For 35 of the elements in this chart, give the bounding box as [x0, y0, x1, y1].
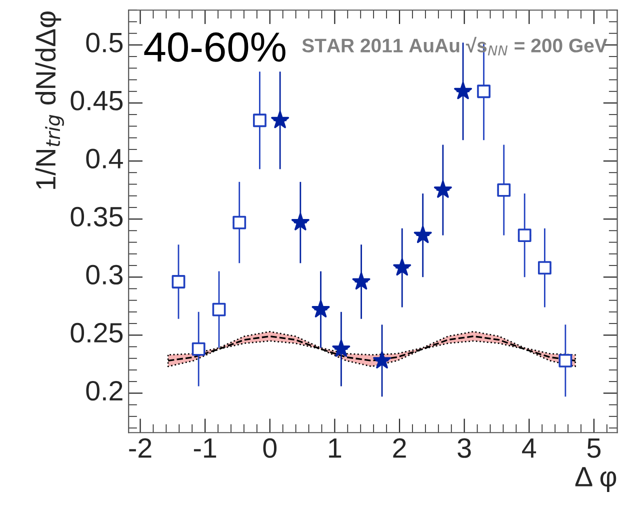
point [291, 213, 310, 230]
annotation: STAR 2011 AuAu √s$_{NN}$ = 200 GeV [302, 36, 608, 56]
point [271, 110, 290, 128]
y-tick-label: 0.45 [70, 90, 123, 110]
point [497, 183, 511, 197]
y-tick-label: 0.25 [70, 322, 123, 343]
y-tick-label: 0.5 [86, 32, 123, 52]
point [352, 272, 370, 290]
x-tick-label: 5 [587, 438, 601, 458]
y-tick-label: 0.3 [86, 264, 123, 285]
y-tick-label: 0.4 [86, 148, 123, 168]
point [518, 228, 532, 242]
point [312, 300, 330, 318]
annotation: 40-60% [144, 32, 286, 62]
x-tick-label: 0 [263, 438, 277, 458]
y-tick-label: 0.35 [70, 206, 123, 227]
x-tick-label: 2 [393, 438, 406, 458]
y-tick-label: 0.2 [86, 380, 122, 401]
point [393, 258, 412, 276]
point [253, 114, 266, 128]
point [172, 275, 186, 288]
x-tick-label: -2 [129, 438, 152, 458]
x-tick-label: 3 [458, 438, 471, 458]
x-tick-label: -1 [194, 438, 216, 458]
x-tick-label: 1 [329, 438, 342, 458]
y-axis-title: 1/N$_{trig}$ dN/dΔφ [35, 12, 64, 189]
point [434, 180, 452, 198]
point [232, 216, 246, 230]
point [538, 261, 552, 275]
point [454, 82, 472, 100]
x-tick-label: 4 [522, 438, 536, 458]
point [212, 302, 226, 316]
x-axis-title: Δ φ [575, 467, 616, 492]
point [477, 84, 490, 98]
point [414, 226, 432, 244]
